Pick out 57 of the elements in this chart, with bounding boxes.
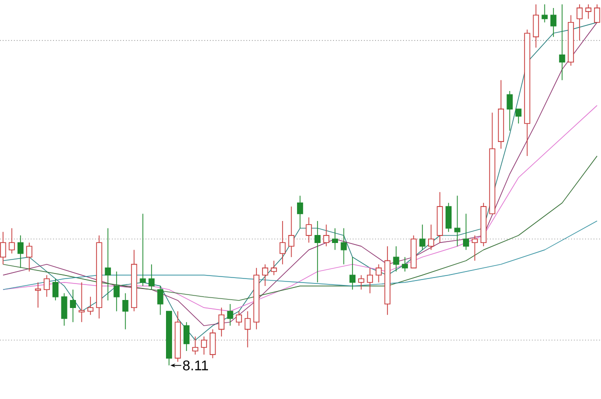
candlestick: [114, 271, 120, 312]
candlestick: [594, 4, 600, 23]
candlestick: [200, 336, 207, 355]
candlestick: [18, 235, 24, 268]
candlestick: [323, 224, 330, 247]
candlestick: [542, 4, 548, 23]
candlestick: [218, 307, 224, 337]
candlestick: [550, 8, 556, 38]
candlestick: [393, 246, 400, 272]
candlestick: [104, 228, 111, 301]
candlestick: [454, 195, 460, 247]
candlestick: [44, 274, 50, 298]
candlestick: [576, 4, 583, 41]
candlestick: [306, 216, 312, 244]
candlestick: [532, 4, 539, 48]
candlestick: [210, 328, 216, 359]
candlestick: [349, 256, 356, 290]
candlestick: [472, 235, 478, 262]
candlestick: [358, 274, 364, 290]
candlestick: [236, 310, 242, 326]
candlestick: [157, 286, 164, 316]
candlestick: [52, 278, 58, 301]
candlestick: [376, 264, 382, 283]
annotation: 8.11: [183, 360, 208, 370]
candlestick: [78, 282, 85, 322]
candlestick: [61, 292, 68, 326]
candlestick: [70, 289, 76, 322]
candlestick: [314, 220, 321, 283]
candlestick: [183, 322, 190, 352]
candlestick: [585, 4, 592, 20]
candlestick: [122, 292, 128, 330]
candlestick: [428, 224, 434, 250]
candlestick: [270, 260, 277, 276]
candlestick: [280, 220, 286, 265]
candlestick: [34, 282, 42, 308]
candlestick: [332, 228, 338, 250]
candlestick: [8, 228, 15, 254]
candlestick: [366, 268, 373, 294]
candlestick: [340, 228, 347, 265]
candlestick: [402, 256, 408, 272]
candlestick: [463, 213, 470, 250]
candlestick: [559, 4, 566, 81]
candlestick: [419, 224, 426, 250]
candlestick: [262, 264, 268, 286]
candlestick: [515, 108, 522, 124]
candlestick: [297, 195, 304, 229]
candlestick: [506, 90, 513, 132]
candlestick: [244, 310, 251, 348]
candlestick: [192, 336, 198, 355]
candlestick: [87, 296, 94, 316]
candlestick: [446, 202, 452, 232]
candlestick: [227, 304, 234, 326]
candlestick: [140, 213, 146, 286]
candlestick: [0, 231, 6, 265]
candlestick: [26, 242, 32, 272]
candlestick: [288, 206, 294, 258]
candlestick: [148, 264, 155, 290]
